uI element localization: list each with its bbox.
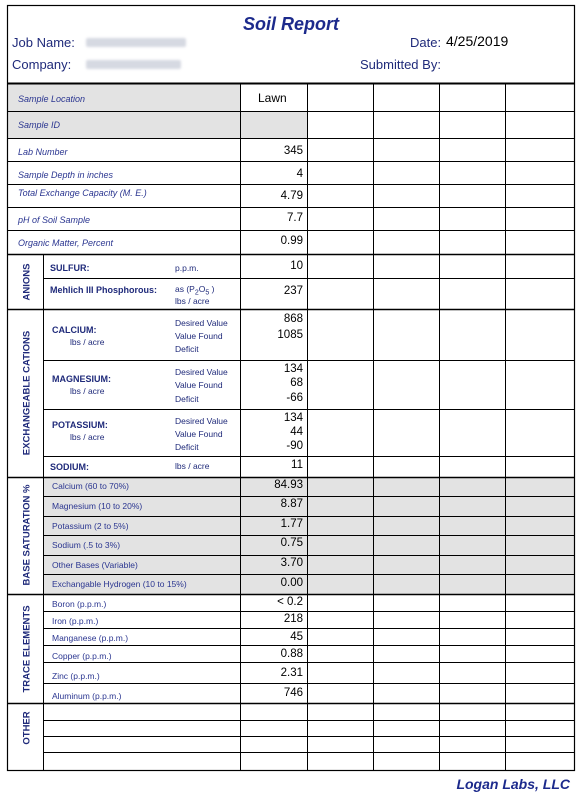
organic-matter-value: 0.99 bbox=[280, 235, 303, 247]
base-sat-value: 1.77 bbox=[280, 518, 303, 530]
base-sat-label: Potassium (2 to 5%) bbox=[52, 521, 129, 531]
magnesium-found-label: Value Found bbox=[175, 380, 223, 390]
calcium-found-label: Value Found bbox=[175, 331, 223, 341]
base-sat-label: Sodium (.5 to 3%) bbox=[52, 540, 121, 550]
trace-value: 746 bbox=[283, 687, 303, 699]
job-name-redacted bbox=[86, 38, 186, 47]
base-sat-value: 0.75 bbox=[280, 537, 303, 549]
lab-number-value: 345 bbox=[283, 145, 303, 157]
phosphorous-label: Mehlich III Phosphorous: bbox=[50, 285, 158, 295]
phosphorous-value: 237 bbox=[283, 285, 303, 297]
magnesium-deficit-label: Deficit bbox=[175, 394, 199, 404]
cations-section-label: EXCHANGEABLE CATIONS bbox=[21, 330, 33, 456]
trace-value: < 0.2 bbox=[277, 596, 303, 608]
trace-label: Iron (p.p.m.) bbox=[52, 616, 99, 626]
phos-sub-5: 5 bbox=[205, 289, 210, 297]
magnesium-label: MAGNESIUM: bbox=[52, 374, 111, 384]
trace-label: Zinc (p.p.m.) bbox=[52, 671, 100, 681]
other-section-label: OTHER bbox=[21, 711, 33, 745]
company-redacted bbox=[86, 60, 181, 69]
base-sat-value: 84.93 bbox=[274, 479, 303, 491]
anions-section-label: ANIONS bbox=[21, 263, 33, 301]
calcium-label: CALCIUM: bbox=[52, 325, 97, 335]
trace-label: Manganese (p.p.m.) bbox=[52, 633, 129, 643]
base-saturation-section-label: BASE SATURATION % bbox=[21, 484, 33, 586]
organic-matter-label: Organic Matter, Percent bbox=[18, 238, 114, 248]
date-label: Date: bbox=[410, 35, 442, 50]
sample-id-label: Sample ID bbox=[18, 120, 61, 130]
trace-value: 218 bbox=[283, 613, 303, 625]
base-sat-label: Exchangable Hydrogen (10 to 15%) bbox=[52, 579, 187, 589]
magnesium-desired-value: 134 bbox=[283, 363, 303, 375]
phosphorous-unit-formula: as (P2O5 ) bbox=[175, 284, 215, 297]
potassium-deficit-label: Deficit bbox=[175, 442, 199, 452]
sodium-label: SODIUM: bbox=[50, 462, 89, 472]
trace-label: Boron (p.p.m.) bbox=[52, 599, 107, 609]
potassium-label: POTASSIUM: bbox=[52, 420, 108, 430]
base-sat-section-bg bbox=[7, 477, 43, 594]
sulfur-unit: p.p.m. bbox=[175, 263, 199, 273]
tec-label: Total Exchange Capacity (M. E.) bbox=[18, 188, 147, 198]
sulfur-value: 10 bbox=[290, 260, 303, 272]
trace-label: Copper (p.p.m.) bbox=[52, 651, 112, 661]
job-name-label: Job Name: bbox=[12, 35, 75, 50]
potassium-desired-label: Desired Value bbox=[175, 416, 228, 426]
potassium-unit: lbs / acre bbox=[70, 432, 105, 442]
trace-label: Aluminum (p.p.m.) bbox=[52, 691, 122, 701]
lab-name-footer: Logan Labs, LLC bbox=[456, 776, 570, 792]
potassium-desired-value: 134 bbox=[283, 412, 303, 424]
magnesium-deficit-value: -66 bbox=[286, 392, 303, 404]
company-label: Company: bbox=[12, 57, 72, 72]
base-sat-label: Other Bases (Variable) bbox=[52, 560, 138, 570]
ph-value: 7.7 bbox=[287, 212, 303, 224]
trace-value: 0.88 bbox=[280, 648, 303, 660]
base-sat-value: 0.00 bbox=[280, 577, 303, 589]
sulfur-label: SULFUR: bbox=[50, 263, 90, 273]
sample-location-label: Sample Location bbox=[18, 94, 86, 104]
magnesium-found-value: 68 bbox=[290, 377, 303, 389]
trace-value: 2.31 bbox=[280, 667, 303, 679]
base-sat-value: 3.70 bbox=[280, 557, 303, 569]
trace-value: 45 bbox=[290, 631, 303, 643]
magnesium-desired-label: Desired Value bbox=[175, 367, 228, 377]
trace-elements-section-label: TRACE ELEMENTS bbox=[21, 605, 33, 693]
sample-depth-value: 4 bbox=[296, 168, 303, 180]
potassium-deficit-value: -90 bbox=[286, 440, 303, 452]
sodium-value: 11 bbox=[291, 459, 303, 471]
phos-unit-close: ) bbox=[211, 284, 215, 294]
phosphorous-unit-lbs: lbs / acre bbox=[175, 296, 210, 306]
potassium-found-value: 44 bbox=[290, 426, 303, 438]
date-value: 4/25/2019 bbox=[446, 33, 509, 49]
tec-value: 4.79 bbox=[280, 190, 303, 202]
calcium-found-value: 1085 bbox=[277, 329, 303, 341]
shade-sample-id-cell bbox=[240, 111, 307, 138]
phos-unit-prefix: as (P bbox=[175, 284, 195, 294]
submitted-by-label: Submitted By: bbox=[360, 57, 441, 72]
base-sat-value: 8.87 bbox=[280, 498, 303, 510]
magnesium-unit: lbs / acre bbox=[70, 386, 105, 396]
phos-oxygen: O bbox=[198, 284, 206, 294]
calcium-desired-label: Desired Value bbox=[175, 318, 228, 328]
calcium-desired-value: 868 bbox=[283, 313, 303, 325]
base-sat-label: Calcium (60 to 70%) bbox=[52, 481, 130, 491]
sodium-unit: lbs / acre bbox=[175, 461, 210, 471]
phos-sub-2: 2 bbox=[194, 289, 199, 297]
potassium-found-label: Value Found bbox=[175, 429, 223, 439]
calcium-deficit-label: Deficit bbox=[175, 344, 199, 354]
ph-label: pH of Soil Sample bbox=[18, 215, 91, 225]
base-sat-label: Magnesium (10 to 20%) bbox=[52, 501, 143, 511]
calcium-unit: lbs / acre bbox=[70, 337, 105, 347]
sample-location-value: Lawn bbox=[258, 91, 287, 105]
report-title: Soil Report bbox=[242, 14, 339, 34]
lab-number-label: Lab Number bbox=[18, 147, 68, 157]
sample-depth-label: Sample Depth in inches bbox=[18, 170, 114, 180]
